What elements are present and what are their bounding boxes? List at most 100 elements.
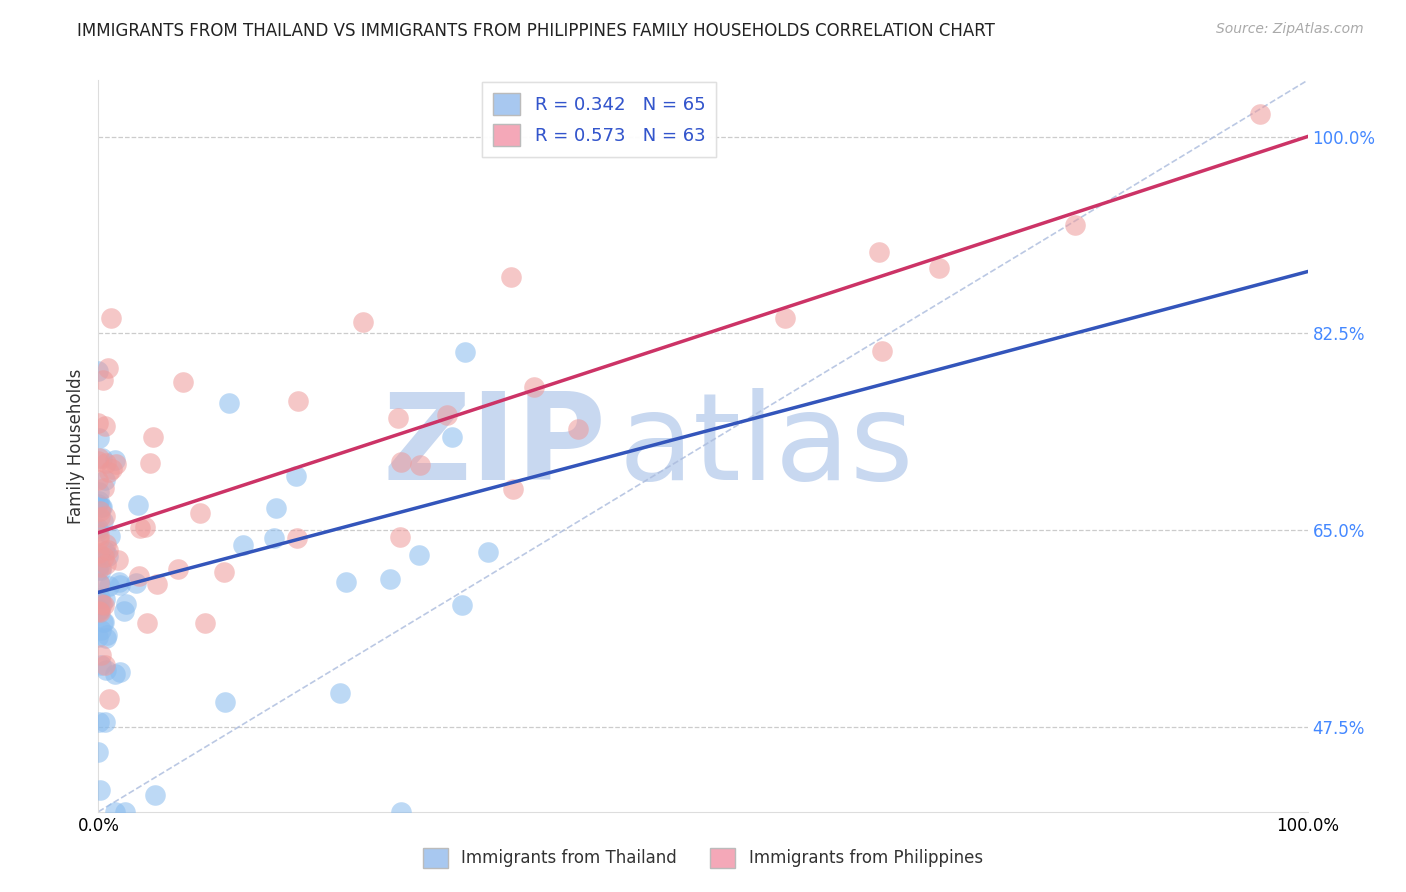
Point	[129, 521, 152, 535]
Text: IMMIGRANTS FROM THAILAND VS IMMIGRANTS FROM PHILIPPINES FAMILY HOUSEHOLDS CORREL: IMMIGRANTS FROM THAILAND VS IMMIGRANTS F…	[77, 22, 995, 40]
Point	[91, 500, 114, 514]
Point	[90, 500, 112, 514]
Point	[94, 473, 117, 487]
Point	[389, 805, 412, 819]
Point	[287, 394, 309, 409]
Point	[128, 569, 150, 583]
Point	[870, 343, 893, 358]
Point	[89, 576, 111, 591]
Point	[96, 663, 118, 677]
Point	[87, 364, 110, 378]
Point	[335, 575, 357, 590]
Point	[94, 418, 117, 433]
Point	[96, 456, 118, 470]
Point	[502, 482, 524, 496]
Point	[1064, 218, 1087, 232]
Point	[108, 574, 131, 589]
Point	[87, 603, 110, 617]
Point	[167, 562, 190, 576]
Point	[408, 458, 430, 472]
Point	[93, 615, 115, 629]
Point	[97, 549, 120, 563]
Point	[91, 451, 114, 466]
Point	[408, 549, 430, 563]
Point	[98, 529, 121, 543]
Point	[114, 805, 136, 819]
Point	[87, 630, 110, 644]
Point	[90, 597, 112, 611]
Point	[94, 591, 117, 606]
Point	[94, 658, 117, 673]
Point	[134, 519, 156, 533]
Point	[89, 528, 111, 542]
Point	[87, 559, 110, 574]
Point	[94, 631, 117, 645]
Point	[87, 604, 110, 618]
Point	[263, 531, 285, 545]
Point	[135, 615, 157, 630]
Y-axis label: Family Households: Family Households	[66, 368, 84, 524]
Legend: Immigrants from Thailand, Immigrants from Philippines: Immigrants from Thailand, Immigrants fro…	[416, 841, 990, 875]
Point	[91, 373, 114, 387]
Point	[96, 536, 118, 550]
Point	[104, 805, 127, 819]
Point	[107, 553, 129, 567]
Point	[108, 665, 131, 680]
Point	[218, 396, 240, 410]
Point	[104, 453, 127, 467]
Point	[112, 604, 135, 618]
Point	[567, 422, 589, 436]
Point	[89, 783, 111, 797]
Point	[89, 510, 111, 524]
Point	[87, 524, 110, 539]
Point	[89, 605, 111, 619]
Legend: R = 0.342   N = 65, R = 0.573   N = 63: R = 0.342 N = 65, R = 0.573 N = 63	[482, 82, 716, 157]
Point	[89, 494, 111, 508]
Point	[87, 497, 110, 511]
Point	[108, 578, 131, 592]
Text: ZIP: ZIP	[382, 387, 606, 505]
Point	[93, 598, 115, 612]
Point	[93, 714, 115, 729]
Point	[378, 572, 401, 586]
Point	[90, 563, 112, 577]
Point	[90, 560, 112, 574]
Point	[87, 563, 110, 577]
Point	[93, 509, 115, 524]
Point	[212, 566, 235, 580]
Point	[98, 465, 121, 479]
Point	[773, 311, 796, 326]
Point	[89, 595, 111, 609]
Point	[389, 530, 412, 544]
Point	[94, 557, 117, 571]
Point	[87, 521, 110, 535]
Point	[454, 345, 477, 359]
Point	[389, 455, 412, 469]
Point	[87, 454, 110, 468]
Point	[87, 484, 110, 499]
Point	[101, 462, 124, 476]
Point	[146, 576, 169, 591]
Point	[87, 575, 110, 590]
Point	[264, 501, 287, 516]
Point	[125, 576, 148, 591]
Point	[188, 506, 211, 520]
Point	[142, 430, 165, 444]
Point	[90, 648, 112, 662]
Point	[93, 481, 115, 495]
Point	[87, 474, 110, 488]
Text: atlas: atlas	[619, 387, 914, 505]
Point	[89, 432, 111, 446]
Point	[353, 315, 375, 329]
Point	[96, 627, 118, 641]
Point	[89, 545, 111, 559]
Point	[172, 376, 194, 390]
Point	[89, 548, 111, 562]
Point	[114, 597, 136, 611]
Point	[450, 598, 472, 612]
Point	[194, 616, 217, 631]
Point	[100, 311, 122, 326]
Point	[87, 533, 110, 547]
Point	[139, 456, 162, 470]
Point	[91, 615, 114, 630]
